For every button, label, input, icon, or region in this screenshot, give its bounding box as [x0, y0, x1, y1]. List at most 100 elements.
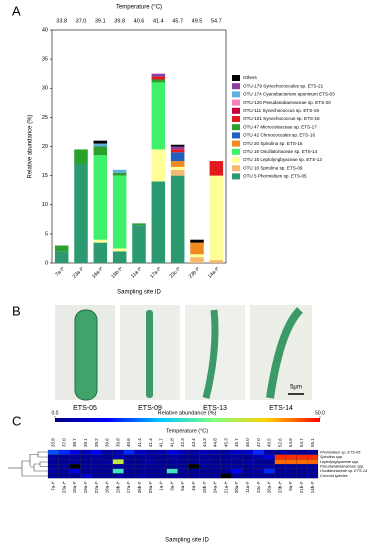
heat-cell — [296, 454, 308, 460]
heat-cell — [199, 473, 211, 479]
legend-label: OTU-111 Synechococcus sp. ETS-19 — [243, 108, 319, 113]
top-tick-label: 39.8 — [114, 18, 125, 24]
x-tick-label: 23a-I* — [61, 481, 66, 493]
heat-cell — [69, 473, 81, 479]
heat-cell — [177, 468, 189, 474]
x-tick-label: 4a-I* — [191, 481, 196, 491]
heat-cell — [307, 473, 319, 479]
top-tick-label: 41.4 — [148, 438, 153, 447]
top-tick-label: 54.7 — [211, 18, 222, 24]
heat-cell — [47, 468, 59, 474]
bar-segment — [170, 152, 185, 162]
legend-swatch — [232, 99, 240, 106]
heat-cell — [285, 464, 297, 469]
heat-cell — [231, 468, 243, 474]
top-tick-label: 41.7 — [159, 438, 164, 447]
x-tick-label: 26b-I* — [137, 481, 142, 493]
heat-cell — [263, 454, 275, 460]
top-tick-label: 44.8 — [213, 438, 218, 447]
x-tick-label: 22a-I* — [94, 481, 99, 493]
heat-cell — [220, 464, 232, 469]
x-tick-label: 9a-I* — [288, 481, 293, 491]
bar-segment — [190, 257, 204, 263]
bar-segment — [132, 225, 146, 263]
bar-segment — [190, 239, 204, 243]
bar-segment — [93, 146, 108, 156]
x-tick-label: 24a-I* — [213, 481, 218, 493]
heat-cell — [296, 459, 308, 465]
heat-cell — [253, 454, 265, 460]
top-tick-label: 41.4 — [137, 438, 142, 447]
x-tick-label: 17a-I* — [149, 266, 163, 280]
bar-segment — [151, 82, 166, 150]
heat-cell — [155, 454, 167, 460]
legend-label: OTU 42 Chroococcales sp. ETS-16 — [243, 133, 315, 138]
heat-cell — [166, 464, 178, 469]
x-tick-label: 23c-I* — [256, 481, 261, 493]
heat-cell — [91, 459, 103, 465]
y-tick-label: 30 — [42, 86, 48, 92]
legend-swatch — [232, 132, 240, 139]
y-tick-label: 20 — [42, 144, 48, 150]
x-tick-label: 15a-I* — [72, 481, 77, 493]
x-tick-label: 7a-I* — [51, 481, 56, 491]
legend-label: OTU 16 Oscillatoriaceae sp. ETS-14 — [243, 149, 318, 154]
filament — [202, 309, 219, 399]
y-tick-label: 40 — [42, 27, 48, 33]
heat-cell — [285, 454, 297, 460]
heat-cell — [274, 449, 286, 455]
bar-segment — [170, 149, 185, 153]
legend-swatch — [232, 157, 240, 163]
x-tick-label: 5a-I* — [180, 481, 185, 491]
micrographs — [55, 305, 312, 401]
heat-cell — [307, 454, 319, 460]
heat-cell — [209, 459, 221, 465]
filament — [266, 307, 303, 399]
heat-cell — [209, 464, 221, 469]
x-tick-label: 23c-I* — [169, 266, 183, 280]
panel-label: C — [12, 413, 21, 428]
bar-segment — [170, 161, 185, 167]
x-tick-label: 20a-I* — [234, 481, 239, 493]
bar-segment — [74, 149, 88, 164]
heat-cell — [209, 473, 221, 479]
legend-label: OTU 20 Spirulina sp. ETS-15 — [243, 141, 303, 146]
heat-cell — [188, 464, 200, 469]
legend-swatch — [232, 116, 240, 122]
heat-cell — [166, 459, 178, 465]
heat-cell — [263, 464, 275, 469]
top-tick-label: 40.6 — [126, 438, 131, 447]
x-tick-label: 3a-I* — [169, 481, 174, 491]
legend-swatch — [232, 165, 240, 172]
row-label: Pseudanabaenaceae spp. — [320, 464, 364, 468]
top-tick-label: 45.3 — [223, 438, 228, 447]
heat-cell — [80, 454, 92, 460]
y-axis-title: Relative abundance (%) — [28, 114, 34, 178]
top-axis-title: Temperature (°C) — [116, 5, 162, 11]
bar-segment — [132, 223, 146, 226]
heat-cell — [263, 449, 275, 455]
legend-label: Others — [243, 75, 257, 80]
x-tick-label: 14b-I* — [310, 481, 315, 493]
caption: ETS-13 — [203, 405, 227, 412]
top-tick-label: 46.0 — [245, 438, 250, 447]
heat-cell — [177, 473, 189, 479]
row-label: Phormidium sp. ETS-05 — [320, 450, 361, 454]
y-tick-label: 25 — [42, 115, 48, 121]
top-tick-label: 41.8 — [169, 438, 174, 447]
bar-segment — [93, 140, 108, 144]
filament — [74, 309, 98, 401]
heat-cell — [91, 468, 103, 474]
x-tick-label: 11a-I* — [245, 481, 250, 493]
heat-cell — [285, 473, 297, 479]
heat-cell — [199, 449, 211, 455]
heat-cell — [145, 468, 157, 474]
legend-label: OTU-101 Synechococcus sp. ETS-18 — [243, 116, 320, 121]
x-tick-label: 17a-I* — [126, 481, 131, 493]
bar-segment — [190, 242, 204, 255]
heat-cell — [101, 473, 113, 479]
heat-cell — [47, 464, 59, 469]
heat-cell — [296, 468, 308, 474]
heat-cell — [199, 464, 211, 469]
bar-segment — [112, 251, 127, 263]
